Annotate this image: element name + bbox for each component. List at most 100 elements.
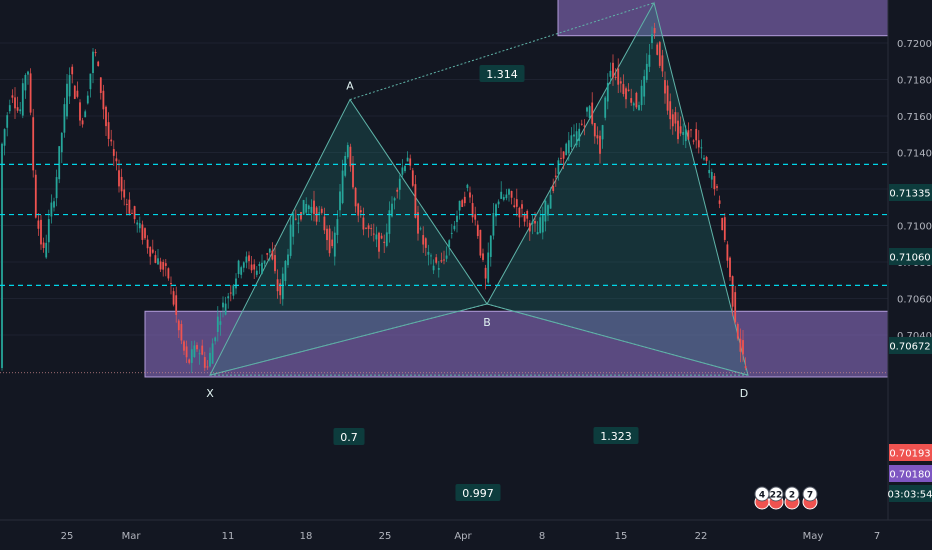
candle	[89, 73, 92, 98]
candle	[593, 122, 596, 144]
candle	[588, 105, 591, 119]
candle	[601, 124, 604, 149]
candle	[209, 347, 211, 368]
candle	[484, 264, 487, 290]
candle	[367, 223, 370, 238]
candle	[19, 101, 22, 115]
event-marker[interactable]: 4	[754, 486, 770, 510]
time-tick-label: 22	[695, 531, 708, 542]
candle	[63, 97, 66, 138]
ratio-line-ac	[349, 2, 655, 101]
zone-bottom-badge: 0.70180	[889, 465, 932, 482]
candle	[274, 244, 276, 274]
lower-zone[interactable]	[144, 310, 889, 378]
candle	[570, 127, 573, 151]
time-axis[interactable]: 25 Mar 11 18 25 Apr 8 15 22 May 7	[61, 531, 881, 542]
level-low-label: 0.70672	[889, 342, 930, 353]
candle	[21, 78, 24, 119]
time-tick-label: 25	[61, 531, 74, 542]
candle	[703, 155, 705, 161]
candle	[573, 124, 575, 147]
point-labels: XABCD	[206, 80, 748, 401]
candle	[461, 198, 464, 208]
event-marker[interactable]: 2	[784, 486, 800, 510]
upper-zone[interactable]	[557, 0, 889, 37]
candle	[3, 128, 6, 156]
harmonic-pattern[interactable]	[209, 1, 749, 376]
candle	[648, 44, 651, 72]
event-count: 2	[789, 491, 795, 501]
candle	[687, 122, 690, 140]
candle	[53, 197, 55, 212]
candle	[692, 139, 695, 145]
time-tick-label: 7	[874, 531, 880, 542]
candle	[378, 231, 380, 259]
candle	[708, 160, 711, 178]
candle	[331, 231, 334, 249]
candle	[349, 143, 352, 172]
ratio-label-xd: 0.997	[455, 484, 501, 501]
candle	[518, 206, 521, 228]
candle	[742, 330, 744, 362]
candle	[201, 339, 204, 356]
time-tick-label: Apr	[454, 531, 472, 542]
candle	[66, 73, 68, 120]
candle	[705, 155, 708, 165]
candle	[404, 164, 406, 174]
candle	[138, 216, 141, 233]
candle	[723, 213, 726, 243]
candle	[250, 255, 253, 274]
candle	[110, 129, 113, 146]
candle	[136, 219, 139, 233]
candle	[198, 349, 201, 365]
candle	[604, 95, 607, 121]
candle	[492, 203, 495, 240]
candle	[505, 188, 508, 201]
candle	[175, 286, 178, 323]
candle	[414, 175, 417, 219]
candle	[294, 209, 297, 221]
candle	[417, 205, 419, 241]
candle	[320, 206, 323, 215]
candle	[424, 237, 427, 256]
candle	[739, 328, 742, 363]
candle	[292, 210, 295, 245]
horizontal-levels[interactable]	[0, 163, 888, 374]
candle	[677, 112, 679, 144]
candle	[266, 252, 269, 261]
candle	[263, 260, 266, 269]
time-tick-label: 18	[300, 531, 313, 542]
candle	[466, 183, 469, 192]
candle	[79, 99, 81, 126]
candle	[679, 116, 682, 137]
point-label-b: B	[483, 316, 491, 329]
candle	[203, 351, 206, 372]
candle	[352, 155, 354, 190]
svg-text:0.997: 0.997	[462, 487, 494, 500]
candle	[240, 265, 243, 279]
candle	[398, 174, 401, 200]
candle	[726, 241, 729, 268]
candle	[310, 199, 313, 221]
candle	[445, 246, 448, 262]
event-markers[interactable]: 4 22 2 7	[754, 486, 818, 510]
candle	[391, 196, 393, 218]
candle	[736, 322, 739, 341]
candle	[435, 254, 438, 265]
candle	[526, 209, 529, 227]
candle	[718, 195, 721, 209]
ratio-label-xb: 0.7	[333, 428, 365, 445]
candle	[58, 146, 61, 184]
candle	[297, 214, 300, 234]
candle	[16, 96, 19, 113]
candle	[552, 178, 555, 194]
event-marker[interactable]: 7	[802, 486, 818, 510]
candle	[27, 70, 29, 85]
pattern-triangle-bcd	[486, 1, 749, 376]
candle	[159, 257, 162, 272]
candle	[211, 338, 214, 364]
event-marker[interactable]: 22	[768, 486, 784, 510]
